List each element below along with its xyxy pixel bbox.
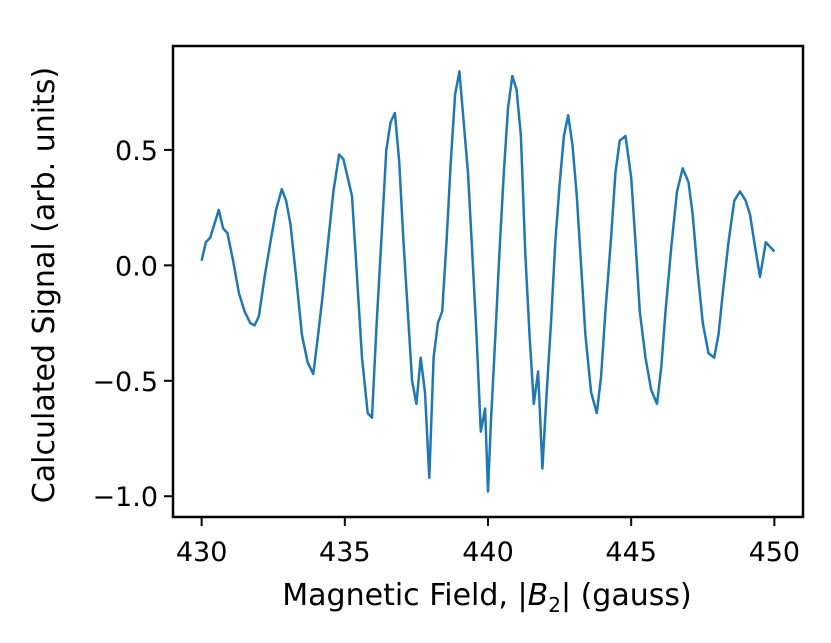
y-tick-label: −1.0 [92,482,158,513]
x-tick-label: 445 [605,537,657,568]
x-axis-ticks: 430 435 440 445 450 [176,517,800,568]
y-tick-label: 0.0 [115,251,158,282]
y-tick-label: −0.5 [92,367,158,398]
x-tick-label: 435 [319,537,371,568]
x-tick-label: 440 [462,537,514,568]
y-tick-label: 0.5 [115,136,158,167]
x-axis-label: Magnetic Field, |B2| (gauss) [282,578,691,617]
x-tick-label: 450 [749,537,801,568]
y-axis-label: Calculated Signal (arb. units) [27,67,62,503]
signal-series-line [200,70,776,493]
y-axis-ticks: −1.0 −0.5 0.0 0.5 [92,136,173,513]
plot-frame [171,44,805,519]
x-tick-label: 430 [176,537,228,568]
